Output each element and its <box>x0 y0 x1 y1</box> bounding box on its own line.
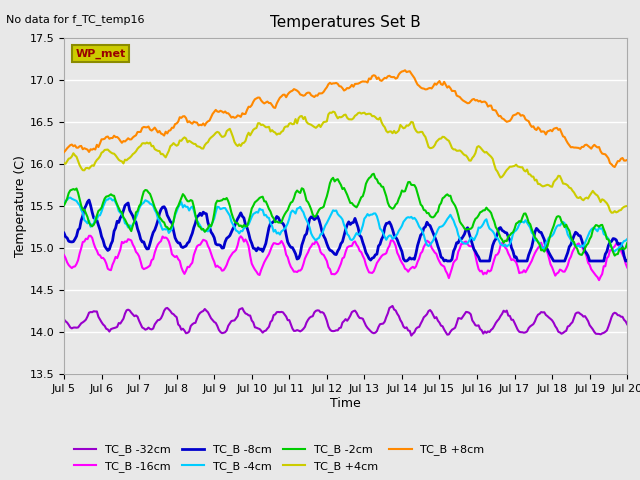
TC_B -8cm <box>401 258 409 264</box>
TC_B -4cm <box>67 195 74 201</box>
TC_B -32cm <box>401 325 409 331</box>
TC_B -2cm <box>401 188 409 194</box>
TC_B -2cm <box>413 191 421 196</box>
TC_B +4cm <box>401 125 409 131</box>
TC_B -16cm <box>401 266 409 272</box>
TC_B -16cm <box>76 251 83 256</box>
TC_B -32cm <box>388 303 396 309</box>
TC_B -32cm <box>165 307 173 312</box>
Text: WP_met: WP_met <box>76 48 125 59</box>
Legend: TC_B -32cm, TC_B -16cm, TC_B -8cm, TC_B -4cm, TC_B -2cm, TC_B +4cm, TC_B +8cm: TC_B -32cm, TC_B -16cm, TC_B -8cm, TC_B … <box>70 440 489 476</box>
TC_B -32cm <box>557 331 565 336</box>
TC_B -32cm <box>381 319 388 324</box>
TC_B -8cm <box>557 258 565 264</box>
TC_B -4cm <box>383 237 390 243</box>
TC_B +8cm <box>76 144 83 149</box>
TC_B +4cm <box>413 130 421 135</box>
TC_B -4cm <box>556 223 564 228</box>
TC_B +4cm <box>608 210 616 216</box>
TC_B -4cm <box>60 202 68 207</box>
TC_B -8cm <box>623 258 631 264</box>
TC_B -16cm <box>383 250 390 256</box>
Y-axis label: Temperature (C): Temperature (C) <box>13 156 27 257</box>
TC_B -8cm <box>166 219 174 225</box>
TC_B -16cm <box>85 233 93 239</box>
TC_B -8cm <box>440 258 448 264</box>
X-axis label: Time: Time <box>330 397 361 410</box>
Line: TC_B -2cm: TC_B -2cm <box>64 174 627 255</box>
TC_B +8cm <box>381 75 388 81</box>
Line: TC_B -32cm: TC_B -32cm <box>64 306 627 336</box>
TC_B +4cm <box>60 160 68 166</box>
Line: TC_B -8cm: TC_B -8cm <box>64 200 627 261</box>
TC_B -32cm <box>60 316 68 322</box>
TC_B -8cm <box>413 243 421 249</box>
TC_B -4cm <box>166 228 174 234</box>
TC_B -2cm <box>611 252 618 258</box>
TC_B -8cm <box>383 221 390 227</box>
TC_B -8cm <box>60 230 68 236</box>
TC_B -32cm <box>623 322 631 327</box>
TC_B +8cm <box>399 68 407 74</box>
TC_B -32cm <box>408 333 415 338</box>
Line: TC_B -4cm: TC_B -4cm <box>64 198 627 252</box>
Line: TC_B -16cm: TC_B -16cm <box>64 236 627 280</box>
TC_B +8cm <box>413 82 421 87</box>
TC_B -4cm <box>413 220 421 226</box>
TC_B +8cm <box>556 126 564 132</box>
TC_B -16cm <box>60 252 68 258</box>
TC_B -16cm <box>595 277 603 283</box>
TC_B +8cm <box>623 157 631 163</box>
TC_B +4cm <box>556 173 564 179</box>
TC_B -16cm <box>623 264 631 270</box>
Line: TC_B +4cm: TC_B +4cm <box>64 112 627 213</box>
TC_B +4cm <box>329 109 337 115</box>
TC_B -4cm <box>623 236 631 242</box>
TC_B -2cm <box>623 240 631 246</box>
Title: Temperatures Set B: Temperatures Set B <box>270 15 421 30</box>
TC_B -8cm <box>85 197 93 203</box>
TC_B -2cm <box>76 196 83 202</box>
Line: TC_B +8cm: TC_B +8cm <box>64 70 627 167</box>
TC_B -32cm <box>76 323 83 328</box>
TC_B -4cm <box>77 207 85 213</box>
TC_B +8cm <box>611 164 618 170</box>
TC_B -16cm <box>556 267 564 273</box>
TC_B +4cm <box>383 128 390 134</box>
TC_B -8cm <box>76 226 83 231</box>
TC_B -2cm <box>556 214 564 220</box>
TC_B +4cm <box>76 162 83 168</box>
TC_B -16cm <box>166 244 174 250</box>
TC_B +4cm <box>165 148 173 154</box>
TC_B -16cm <box>413 259 421 265</box>
TC_B -2cm <box>370 171 378 177</box>
TC_B -32cm <box>415 324 423 330</box>
TC_B +8cm <box>165 128 173 133</box>
TC_B +8cm <box>401 67 409 73</box>
TC_B -2cm <box>383 193 390 199</box>
TC_B +8cm <box>60 149 68 155</box>
TC_B -4cm <box>401 217 409 223</box>
TC_B -2cm <box>60 203 68 208</box>
TC_B +4cm <box>623 203 631 209</box>
TC_B -2cm <box>165 227 173 232</box>
Text: No data for f_TC_temp16: No data for f_TC_temp16 <box>6 14 145 25</box>
TC_B -4cm <box>611 249 618 254</box>
